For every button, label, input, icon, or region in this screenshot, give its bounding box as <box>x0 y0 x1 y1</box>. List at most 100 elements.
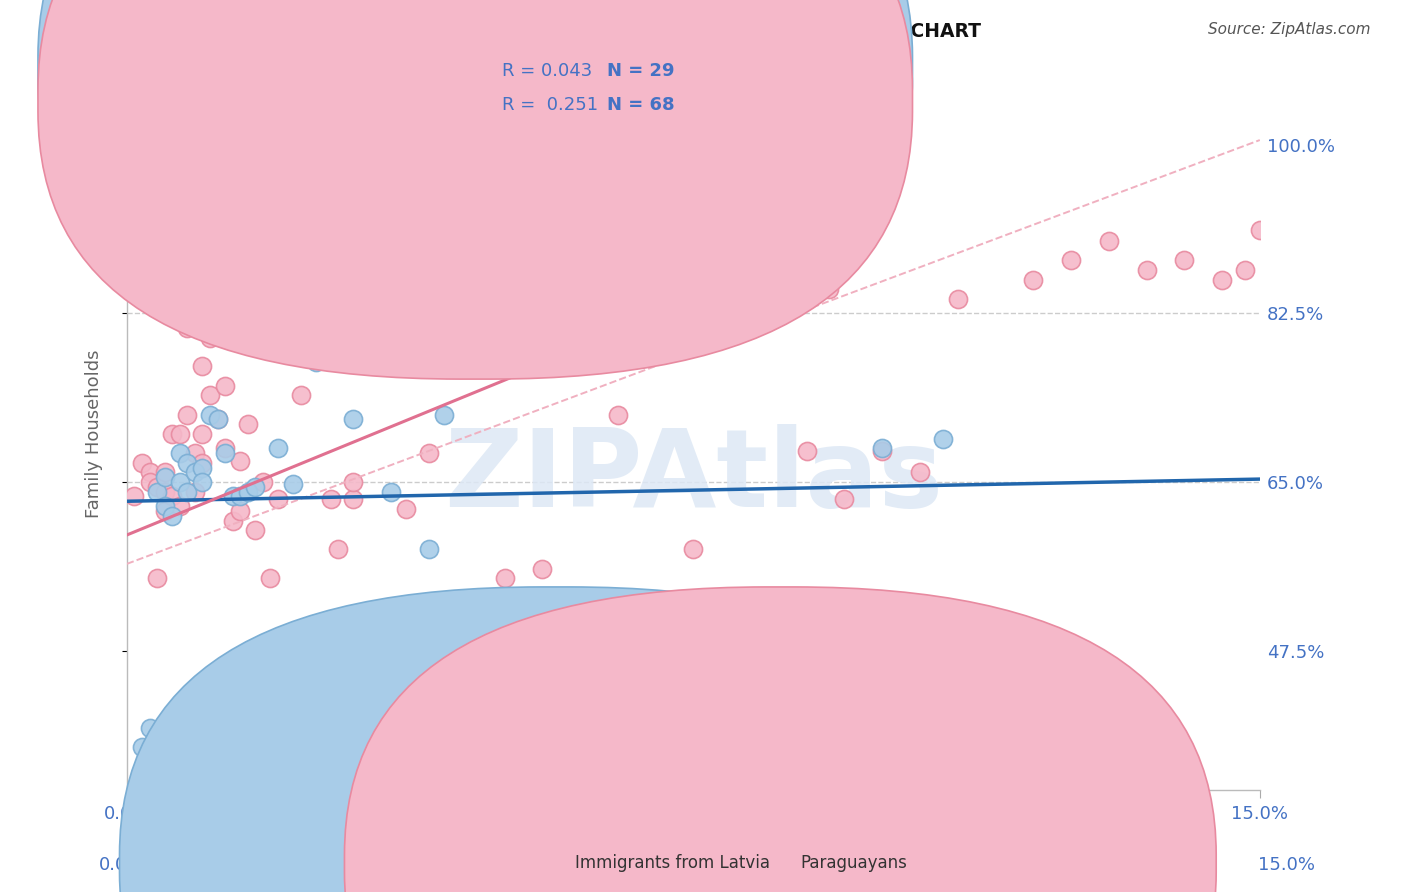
Point <box>946 292 969 306</box>
Point <box>870 442 893 456</box>
Point <box>207 412 229 426</box>
Point <box>169 475 191 489</box>
Point <box>198 408 221 422</box>
Point <box>184 466 207 480</box>
Point <box>131 739 153 754</box>
Point <box>357 658 380 673</box>
Point <box>1173 253 1195 268</box>
Text: N = 29: N = 29 <box>607 62 675 80</box>
Point <box>305 354 328 368</box>
Point <box>818 282 841 296</box>
Point <box>290 388 312 402</box>
Text: IMMIGRANTS FROM LATVIA VS PARAGUAYAN FAMILY HOUSEHOLDS CORRELATION CHART: IMMIGRANTS FROM LATVIA VS PARAGUAYAN FAM… <box>49 22 981 41</box>
Point <box>281 261 304 276</box>
Point <box>153 504 176 518</box>
Point <box>153 484 176 499</box>
Point <box>1286 253 1309 268</box>
Point <box>418 446 440 460</box>
Point <box>1233 263 1256 277</box>
Point <box>1324 263 1347 277</box>
Point <box>207 412 229 426</box>
Text: N = 68: N = 68 <box>607 96 675 114</box>
Text: 0.0%: 0.0% <box>98 856 143 874</box>
Point <box>380 639 402 653</box>
Point <box>198 388 221 402</box>
Point <box>146 484 169 499</box>
Point <box>531 562 554 576</box>
Point <box>221 514 243 528</box>
Point <box>138 466 160 480</box>
Point <box>191 359 214 374</box>
Point <box>319 492 342 507</box>
Point <box>682 542 704 557</box>
Point <box>644 600 666 615</box>
Point <box>191 426 214 441</box>
Point <box>1249 222 1271 236</box>
Point <box>221 490 243 504</box>
Point <box>138 721 160 735</box>
Text: Paraguayans: Paraguayans <box>800 855 907 872</box>
Point <box>176 408 198 422</box>
Point <box>606 408 628 422</box>
Point <box>494 571 516 585</box>
Point <box>252 475 274 489</box>
Text: 15.0%: 15.0% <box>1257 856 1315 874</box>
Point <box>229 490 252 504</box>
Point <box>184 484 207 499</box>
Point <box>259 571 281 585</box>
Point <box>267 442 290 456</box>
Point <box>191 475 214 489</box>
Point <box>834 492 856 507</box>
Text: ZIPAtlas: ZIPAtlas <box>444 424 943 530</box>
Point <box>908 466 931 480</box>
Point <box>169 446 191 460</box>
Point <box>124 490 146 504</box>
Point <box>229 504 252 518</box>
Point <box>131 273 153 287</box>
Point <box>245 480 267 494</box>
Point <box>342 492 364 507</box>
Point <box>342 475 364 489</box>
Point <box>198 330 221 344</box>
Point <box>214 446 236 460</box>
Point <box>281 476 304 491</box>
Point <box>176 484 198 499</box>
Point <box>1098 234 1121 248</box>
Point <box>191 460 214 475</box>
Point <box>176 456 198 470</box>
Point <box>153 499 176 513</box>
Point <box>160 508 183 523</box>
Point <box>138 475 160 489</box>
Point <box>169 499 191 513</box>
Point <box>1211 273 1233 287</box>
Point <box>153 466 176 480</box>
Point <box>1135 263 1157 277</box>
Point <box>214 378 236 392</box>
Point <box>796 444 818 458</box>
Text: R =  0.251: R = 0.251 <box>502 96 598 114</box>
Point <box>418 542 440 557</box>
Point <box>931 432 953 446</box>
Point <box>169 426 191 441</box>
Point <box>214 442 236 456</box>
Text: Source: ZipAtlas.com: Source: ZipAtlas.com <box>1208 22 1371 37</box>
Y-axis label: Family Households: Family Households <box>86 350 103 518</box>
Point <box>184 446 207 460</box>
Point <box>146 571 169 585</box>
Text: Immigrants from Latvia: Immigrants from Latvia <box>575 855 770 872</box>
Point <box>131 456 153 470</box>
Point <box>267 492 290 507</box>
Point <box>160 426 183 441</box>
Text: R = 0.043: R = 0.043 <box>502 62 592 80</box>
Point <box>433 619 456 633</box>
Point <box>380 484 402 499</box>
Point <box>146 480 169 494</box>
Point <box>191 456 214 470</box>
Point <box>176 321 198 335</box>
Point <box>229 454 252 468</box>
Point <box>342 412 364 426</box>
Point <box>395 502 418 516</box>
Point <box>160 490 183 504</box>
Point <box>328 542 350 557</box>
Point <box>236 417 259 432</box>
